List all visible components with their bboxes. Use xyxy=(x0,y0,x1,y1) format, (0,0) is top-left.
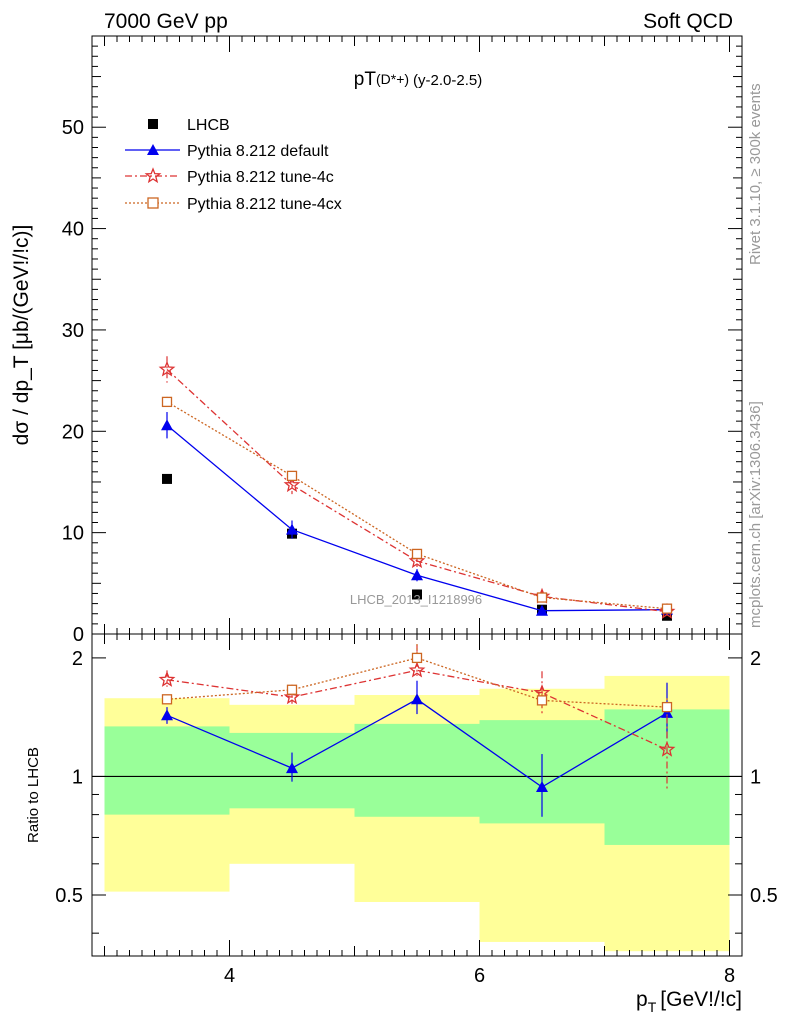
ratio-y-tick-label-right: 0.5 xyxy=(750,885,778,907)
main-series-layer xyxy=(158,356,676,621)
main-y-tick-label: 0 xyxy=(73,624,84,646)
ratio-point-default xyxy=(661,706,673,718)
ratio-point-tune4c xyxy=(408,661,426,678)
ratio-series-layer xyxy=(92,643,742,817)
ratio-y-tick-label: 0.5 xyxy=(55,885,83,907)
ratio-series-line-tune4cx xyxy=(166,657,668,708)
x-axis-label-unit: [GeV!/!c] xyxy=(660,988,742,1011)
ratio-y-tick-label: 2 xyxy=(72,648,83,670)
main-point-tune4c xyxy=(158,360,176,377)
main-point-tune4cx xyxy=(661,603,673,614)
ratio-y-axis-label: Ratio to LHCB xyxy=(25,747,42,843)
ratio-x-tick-label: 4 xyxy=(224,965,235,987)
ratio-point-default xyxy=(161,709,173,721)
ratio-point-tune4cx xyxy=(286,684,298,695)
legend-marker-star xyxy=(144,167,162,184)
legend-star-shape xyxy=(144,167,162,184)
x-axis-label-sub: T xyxy=(648,999,657,1015)
main-y-tick-label: 20 xyxy=(62,421,84,443)
main-point-tune4cx xyxy=(536,592,548,603)
ratio-point-tune4c xyxy=(158,671,176,687)
legend-marker-square xyxy=(148,119,158,129)
ratio-band-inner xyxy=(104,726,230,815)
ratio-bands xyxy=(104,675,730,952)
legend-marker-triangle xyxy=(147,144,159,155)
main-point-default xyxy=(411,569,423,581)
plot-title: pT(D*+) (y-2.0-2.5) xyxy=(354,69,482,90)
ratio-point-default xyxy=(411,693,423,705)
legend-marker-open-square xyxy=(147,197,159,209)
ratio-point-tune4cx xyxy=(411,652,423,664)
ratio-point-default xyxy=(286,762,298,774)
x-axis-label-p: p xyxy=(636,988,648,1011)
plot-title-range: (y-2.0-2.5) xyxy=(413,72,482,89)
legend-entry-tune4cx: Pythia 8.212 tune-4cx xyxy=(125,196,342,213)
energy-label: 7000 GeV pp xyxy=(104,10,228,33)
main-y-tick-label: 40 xyxy=(62,219,84,241)
ratio-point-default xyxy=(536,781,548,793)
legend-label-tune4cx: Pythia 8.212 tune-4cx xyxy=(187,196,342,213)
analysis-watermark: LHCB_2013_I1218996 xyxy=(350,592,482,607)
main-point-data xyxy=(162,473,172,484)
legend-label-lhcb: LHCB xyxy=(187,117,230,134)
ratio-band-inner xyxy=(354,723,480,817)
ratio-axes: 0.5 0.5 1 1 2 2 4 6 8 xyxy=(55,633,778,987)
main-point-data xyxy=(412,589,422,600)
ratio-x-tick-label: 8 xyxy=(724,965,735,987)
ratio-y-tick-label: 1 xyxy=(72,766,83,788)
ratio-x-tick-label: 6 xyxy=(474,965,485,987)
mcplots-label: mcplots.cern.ch [arXiv:1306.3436] xyxy=(747,401,764,628)
main-point-default xyxy=(286,523,298,535)
ratio-y-tick-label-right: 2 xyxy=(750,648,761,670)
main-point-tune4c xyxy=(283,476,301,493)
legend: LHCB Pythia 8.212 default Pythia 8.212 t… xyxy=(125,117,342,213)
plot-title-main: pT xyxy=(354,69,377,90)
main-y-tick-label: 10 xyxy=(62,523,84,545)
legend-entry-lhcb: LHCB xyxy=(148,117,230,134)
ratio-series-line-tune4c xyxy=(166,669,668,751)
process-label: Soft QCD xyxy=(643,10,733,33)
main-y-tick-label: 30 xyxy=(62,320,84,342)
legend-entry-tune4c: Pythia 8.212 tune-4c xyxy=(125,167,334,186)
main-y-tick-label: 50 xyxy=(62,117,84,139)
main-point-default xyxy=(161,419,173,431)
main-point-data xyxy=(662,610,672,621)
ratio-point-tune4cx xyxy=(536,695,548,706)
main-y-axis-label: dσ / dp_T [μb/(GeV!/!c)] xyxy=(10,225,33,446)
ratio-point-tune4cx xyxy=(161,694,173,705)
main-point-tune4cx xyxy=(411,548,423,560)
rivet-label: Rivet 3.1.10, ≥ 300k events xyxy=(747,83,764,265)
ratio-y-tick-label-right: 1 xyxy=(750,766,761,788)
x-axis-label: pT [GeV!/!c] xyxy=(636,988,742,1015)
main-point-default xyxy=(536,604,548,616)
ratio-point-tune4cx xyxy=(661,701,673,713)
ratio-point-tune4c xyxy=(658,740,676,757)
legend-label-tune4c: Pythia 8.212 tune-4c xyxy=(187,169,334,186)
main-point-tune4cx xyxy=(161,396,173,408)
main-point-tune4cx xyxy=(286,470,298,482)
main-axes: 0 10 20 30 40 50 xyxy=(62,35,743,646)
legend-label-default: Pythia 8.212 default xyxy=(187,143,329,160)
main-series-line-default xyxy=(166,424,668,612)
plot-title-superscript: (D*+) xyxy=(376,71,409,87)
legend-entry-default: Pythia 8.212 default xyxy=(125,143,329,160)
